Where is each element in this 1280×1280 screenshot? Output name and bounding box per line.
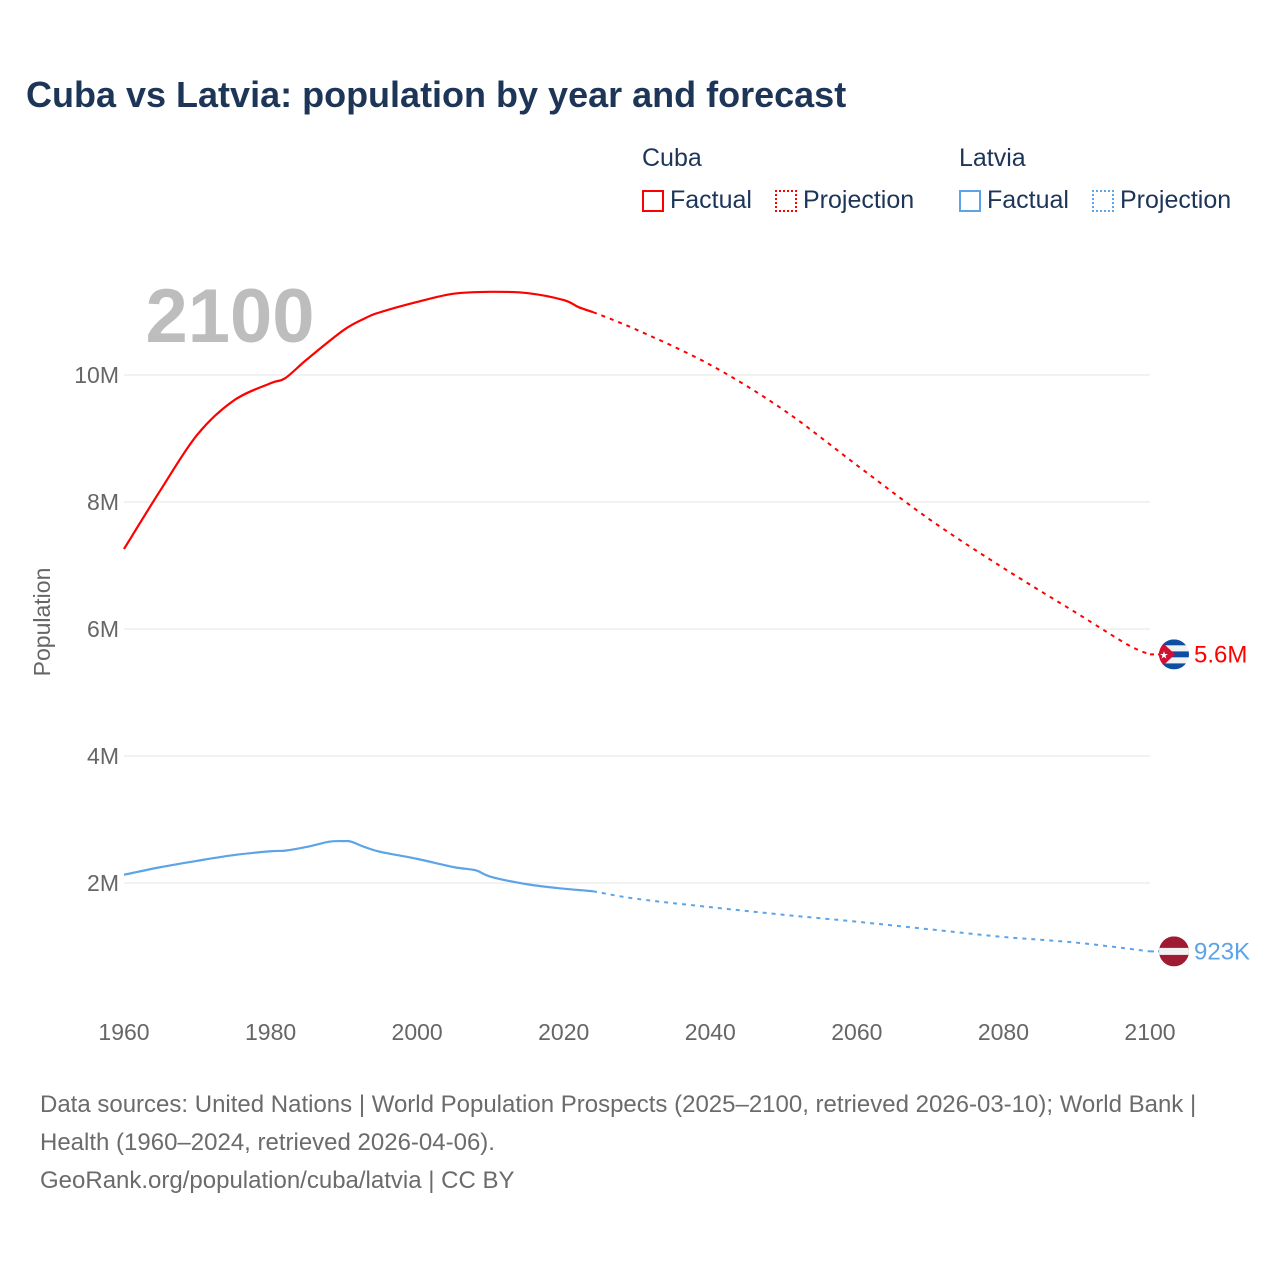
legend-label: Factual [987, 186, 1069, 214]
legend-label: Factual [670, 186, 752, 214]
cuba-factual-line [123, 290, 594, 550]
latvia-factual-line [123, 839, 594, 893]
legend-cuba-projection[interactable]: Projection [775, 186, 914, 215]
y-tick-label: 8M [87, 489, 119, 515]
legend-swatch-solid [959, 189, 981, 212]
y-tick-label: 2M [87, 870, 119, 896]
legend-swatch-dotted [1092, 189, 1114, 212]
y-tick-label: 10M [74, 362, 119, 388]
x-tick-label: 2100 [1124, 1019, 1175, 1045]
flag-stripe [1159, 645, 1189, 652]
flag-body: ★ [1159, 639, 1189, 670]
legend-latvia-factual[interactable]: Factual [959, 186, 1069, 215]
cuba-end-label: 5.6M [1194, 641, 1247, 668]
y-tick-label: 4M [87, 743, 119, 769]
end-labels: ★ 5.6M 923K [1150, 639, 1250, 967]
legend-group-cuba: Cuba [642, 144, 702, 172]
flag-stripe [1159, 663, 1189, 670]
x-tick-label: 2020 [538, 1019, 589, 1045]
cuba-flag-icon: ★ [1159, 639, 1189, 670]
x-tick-label: 1960 [98, 1019, 149, 1045]
chart-title: Cuba vs Latvia: population by year and f… [26, 74, 847, 115]
legend-latvia-projection[interactable]: Projection [1092, 186, 1231, 215]
legend-swatch-solid [642, 189, 664, 212]
flag-stripe [1159, 639, 1189, 646]
flag-stripe [1159, 657, 1189, 664]
latvia-flag-icon [1159, 936, 1189, 967]
flag-body [1159, 936, 1189, 967]
flag-triangle [1159, 639, 1175, 670]
y-tick-label: 6M [87, 616, 119, 642]
data-sources: Data sources: United Nations | World Pop… [40, 1091, 1197, 1156]
x-tick-label: 1980 [245, 1019, 296, 1045]
legend-group-latvia: Latvia [959, 144, 1026, 172]
credit-link[interactable]: GeoRank.org/population/cuba/latvia | CC … [40, 1167, 515, 1194]
legend-cuba-factual[interactable]: Factual [642, 186, 752, 215]
latvia-end-label: 923K [1194, 938, 1250, 965]
series-lines [123, 290, 1151, 953]
x-tick-label: 2060 [831, 1019, 882, 1045]
flag-star: ★ [1160, 650, 1169, 661]
cuba-projection-line [592, 311, 1151, 656]
footer: Data sources: United Nations | World Pop… [40, 1086, 1240, 1200]
x-tick-label: 2000 [392, 1019, 443, 1045]
x-tick-label: 2080 [978, 1019, 1029, 1045]
latvia-projection-line [592, 890, 1151, 953]
y-axis-label: Population [29, 568, 55, 677]
year-overlay: 2100 [145, 274, 314, 359]
legend-label: Projection [1120, 186, 1232, 214]
legend-label: Projection [803, 186, 915, 214]
legend-swatch-dotted [775, 189, 797, 212]
flag-stripe [1159, 947, 1189, 955]
gridlines: 2M 4M 6M 8M 10M 1960 1980 2000 2020 2040 2060 2080 2… [74, 362, 1175, 1045]
x-tick-label: 2040 [685, 1019, 736, 1045]
